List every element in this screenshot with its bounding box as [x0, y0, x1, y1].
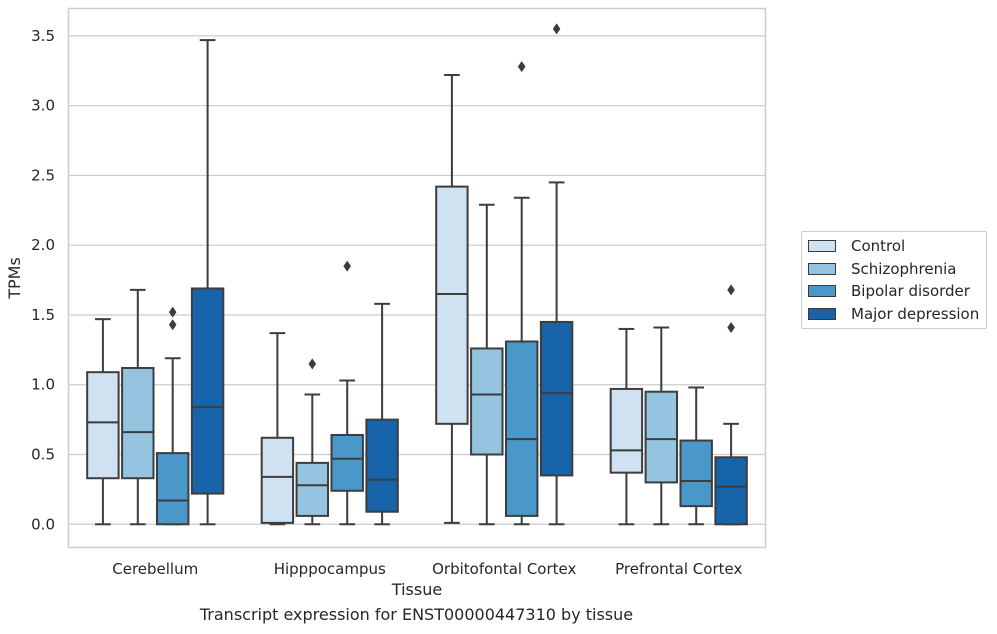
- legend: Control Schizophrenia Bipolar disorder Majo…: [801, 231, 987, 329]
- legend-label: Major depression: [851, 304, 980, 323]
- y-tick-label: 3.5: [31, 27, 55, 45]
- outlier-point: [168, 319, 177, 331]
- iqr-box: [190, 287, 225, 495]
- iqr-box: [609, 387, 644, 474]
- x-axis-label: Tissue: [391, 580, 442, 599]
- legend-label: Schizophrenia: [851, 259, 957, 278]
- box-group: [679, 386, 713, 526]
- box-group: [644, 326, 679, 526]
- legend-swatch: [808, 240, 836, 253]
- x-tick-labels: Cerebellum Hipppocampus Orbitofontal Corte…: [112, 560, 742, 578]
- box-group: [470, 203, 504, 526]
- y-tick-label: 2.0: [31, 236, 55, 254]
- box-group: [435, 73, 469, 524]
- box-group: [714, 284, 748, 526]
- y-tick-label: 1.0: [31, 376, 55, 394]
- chart-caption: Transcript expression for ENST0000044731…: [199, 605, 634, 624]
- y-tick-label: 1.5: [31, 306, 55, 324]
- outlier-point: [168, 306, 177, 318]
- iqr-box: [86, 371, 120, 480]
- iqr-box: [504, 340, 539, 517]
- y-tick-label: 0.5: [31, 446, 55, 464]
- iqr-box: [365, 418, 399, 513]
- iqr-box: [295, 461, 330, 517]
- box-group: [155, 306, 190, 526]
- y-tick-label: 0.0: [31, 515, 55, 533]
- iqr-box: [644, 390, 679, 484]
- iqr-box: [714, 456, 748, 526]
- legend-label: Bipolar disorder: [851, 282, 970, 301]
- iqr-box: [539, 320, 574, 477]
- box-group: [86, 318, 120, 526]
- y-tick-label: 2.5: [31, 166, 55, 184]
- iqr-box: [470, 347, 504, 456]
- x-tick-label: Cerebellum: [112, 560, 198, 578]
- iqr-box: [435, 185, 469, 425]
- iqr-box: [155, 452, 190, 526]
- iqr-box: [121, 367, 155, 480]
- legend-item: Bipolar disorder: [802, 280, 986, 303]
- iqr-box: [330, 433, 364, 492]
- box-group: [330, 260, 364, 526]
- box-group: [295, 358, 330, 526]
- x-tick-label: Prefrontal Cortex: [615, 560, 742, 578]
- box-group: [190, 39, 225, 526]
- legend-item: Control: [802, 235, 986, 258]
- y-axis-label: TPMs: [5, 257, 24, 300]
- y-tick-labels: 0.0 0.5 1.0 1.5 2.0 2.5 3.0 3.5: [31, 27, 55, 533]
- iqr-box: [679, 439, 713, 508]
- box-group: [504, 61, 539, 526]
- legend-item: Schizophrenia: [802, 258, 986, 281]
- legend-swatch: [808, 262, 836, 275]
- y-tick-label: 3.0: [31, 97, 55, 115]
- outlier-point: [517, 61, 526, 73]
- outlier-point: [552, 23, 561, 35]
- outlier-point: [727, 284, 735, 296]
- legend-label: Control: [851, 237, 906, 256]
- box-group: [121, 288, 155, 526]
- legend-item: Major depression: [802, 303, 986, 326]
- box-layer: [86, 23, 748, 526]
- outlier-point: [308, 358, 317, 370]
- x-tick-label: Orbitofontal Cortex: [432, 560, 576, 578]
- legend-swatch: [808, 307, 836, 320]
- box-group: [539, 23, 574, 526]
- x-tick-label: Hipppocampus: [274, 560, 386, 578]
- box-group: [365, 302, 399, 526]
- box-group: [260, 332, 295, 526]
- iqr-box: [260, 436, 295, 524]
- outlier-point: [343, 260, 351, 272]
- plot-area-frame: [67, 7, 767, 549]
- outlier-point: [727, 322, 735, 334]
- legend-swatch: [808, 285, 836, 298]
- box-group: [609, 327, 644, 526]
